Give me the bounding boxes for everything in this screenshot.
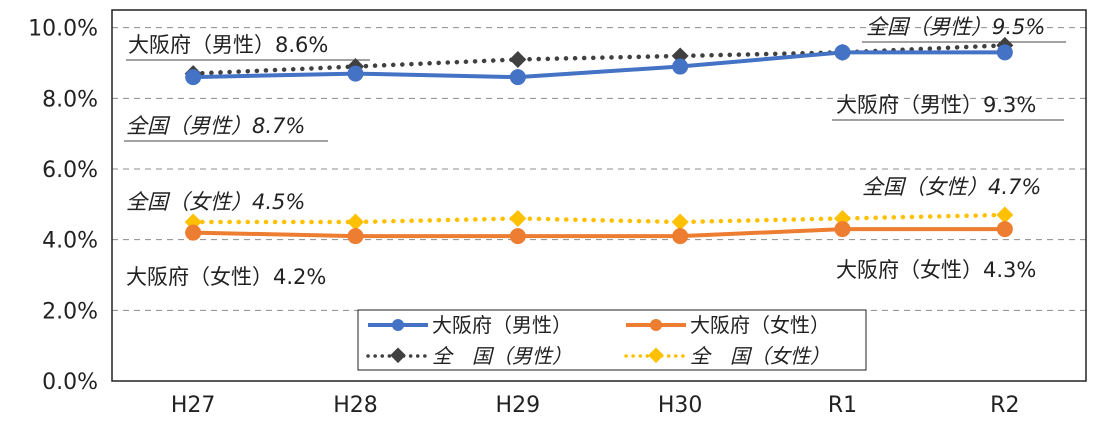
data-point (509, 209, 527, 227)
data-point (996, 206, 1014, 224)
data-point (347, 228, 364, 245)
annotation-japan-female-start: 全国（女性）4.5% (126, 190, 305, 214)
series-lines (190, 43, 1008, 239)
data-point (834, 221, 851, 238)
legend-marker-diamond (648, 347, 664, 364)
data-point (672, 58, 689, 75)
data-point (347, 213, 364, 231)
y-tick-label: 8.0% (42, 87, 98, 112)
plot-frame (111, 9, 1087, 382)
annotation-japan-male-end: 全国（男性）9.5% (866, 15, 1045, 39)
y-tick-label: 4.0% (42, 229, 98, 254)
legend-item-osaka-male: 大阪府（男性） (368, 313, 572, 337)
data-point (185, 69, 202, 86)
series-line (193, 50, 1005, 80)
data-point (509, 69, 526, 86)
legend: 大阪府（男性） 大阪府（女性） 全 国（男性） 全 国（女性） (357, 309, 867, 371)
data-point (672, 228, 689, 245)
series-line (193, 227, 1005, 239)
legend-marker-diamond (390, 347, 406, 364)
x-tick-label: H28 (333, 393, 378, 418)
legend-label-japan-female: 全 国（女性） (690, 344, 830, 368)
x-tick-label: H29 (496, 393, 541, 418)
data-point (671, 213, 689, 231)
legend-item-japan-male: 全 国（男性） (366, 344, 572, 368)
data-point (347, 65, 364, 82)
y-tick-label: 2.0% (42, 299, 98, 324)
annotation-japan-male-start: 全国（男性）8.7% (126, 114, 305, 138)
legend-marker-circle (392, 319, 404, 331)
legend-label-osaka-female: 大阪府（女性） (690, 313, 830, 337)
legend-box (357, 309, 867, 371)
data-point (834, 44, 851, 61)
y-tick-label: 6.0% (42, 158, 98, 183)
annotation-osaka-female-end: 大阪府（女性）4.3% (836, 258, 1036, 282)
legend-label-japan-male: 全 国（男性） (432, 344, 572, 368)
x-tick-label: R2 (990, 393, 1019, 418)
data-annotations: 大阪府（男性）8.6% 全国（男性）9.5% 全国（男性）8.7% 大阪府（男性… (124, 15, 1066, 289)
annotation-osaka-male-end: 大阪府（男性）9.3% (836, 93, 1036, 117)
series-line (190, 43, 1008, 76)
series-markers (184, 36, 1014, 245)
data-point (509, 228, 526, 245)
series-line (190, 212, 1008, 225)
legend-item-osaka-female: 大阪府（女性） (626, 313, 830, 337)
legend-marker-circle (650, 319, 662, 331)
legend-label-osaka-male: 大阪府（男性） (432, 313, 572, 337)
data-point (185, 224, 202, 241)
x-tick-label: R1 (828, 393, 857, 418)
legend-item-japan-female: 全 国（女性） (624, 344, 830, 368)
annotation-osaka-male-start: 大阪府（男性）8.6% (128, 33, 328, 57)
data-point (996, 44, 1013, 61)
x-axis-ticks: H27 H28 H29 H30 R1 R2 (171, 393, 1020, 418)
annotation-japan-female-end: 全国（女性）4.7% (862, 175, 1041, 199)
x-tick-label: H27 (171, 393, 216, 418)
data-point (509, 50, 527, 68)
x-tick-label: H30 (658, 393, 703, 418)
y-tick-label: 10.0% (28, 17, 98, 42)
data-point (996, 221, 1013, 238)
annotation-osaka-female-start: 大阪府（女性）4.2% (126, 265, 326, 289)
y-axis-ticks: 0.0% 2.0% 4.0% 6.0% 8.0% 10.0% (28, 17, 98, 395)
y-tick-label: 0.0% (42, 370, 98, 395)
